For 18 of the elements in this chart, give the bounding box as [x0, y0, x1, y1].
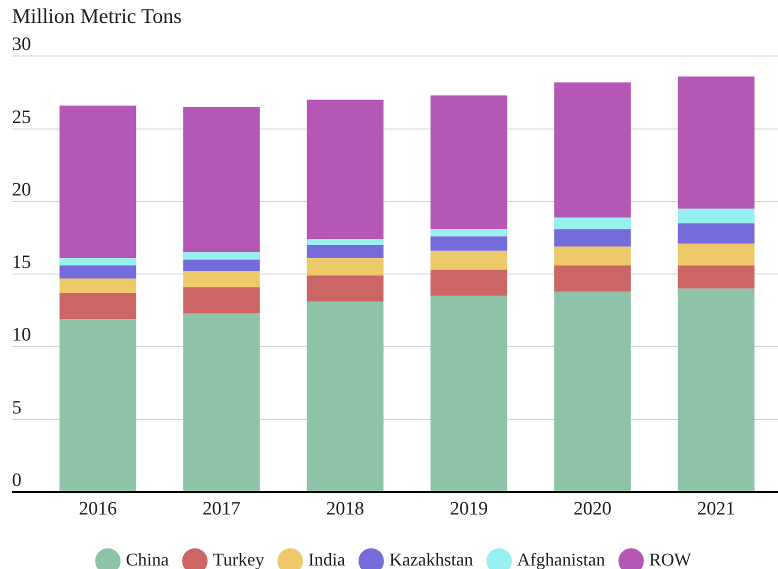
- x-tick-label: 2019: [450, 498, 488, 520]
- y-tick-label: 10: [12, 324, 31, 346]
- x-tick-label: 2017: [202, 498, 240, 520]
- y-tick-label: 20: [12, 179, 31, 200]
- x-tick-label: 2016: [78, 498, 117, 520]
- y-tick-label: 15: [12, 252, 31, 274]
- y-axis-title: Million Metric Tons: [12, 4, 182, 28]
- y-tick-label: 30: [12, 34, 31, 56]
- legend-label: Kazakhstan: [389, 550, 474, 569]
- legend-label: China: [126, 550, 169, 569]
- x-tick-label: 2021: [697, 498, 736, 520]
- y-tick-label: 5: [12, 397, 22, 418]
- y-tick-label: 0: [12, 470, 22, 491]
- legend-label: ROW: [649, 550, 692, 569]
- legend-label: India: [308, 550, 346, 569]
- x-tick-label: 2018: [326, 498, 364, 520]
- y-tick-label: 25: [12, 106, 31, 128]
- x-tick-label: 2020: [574, 498, 612, 520]
